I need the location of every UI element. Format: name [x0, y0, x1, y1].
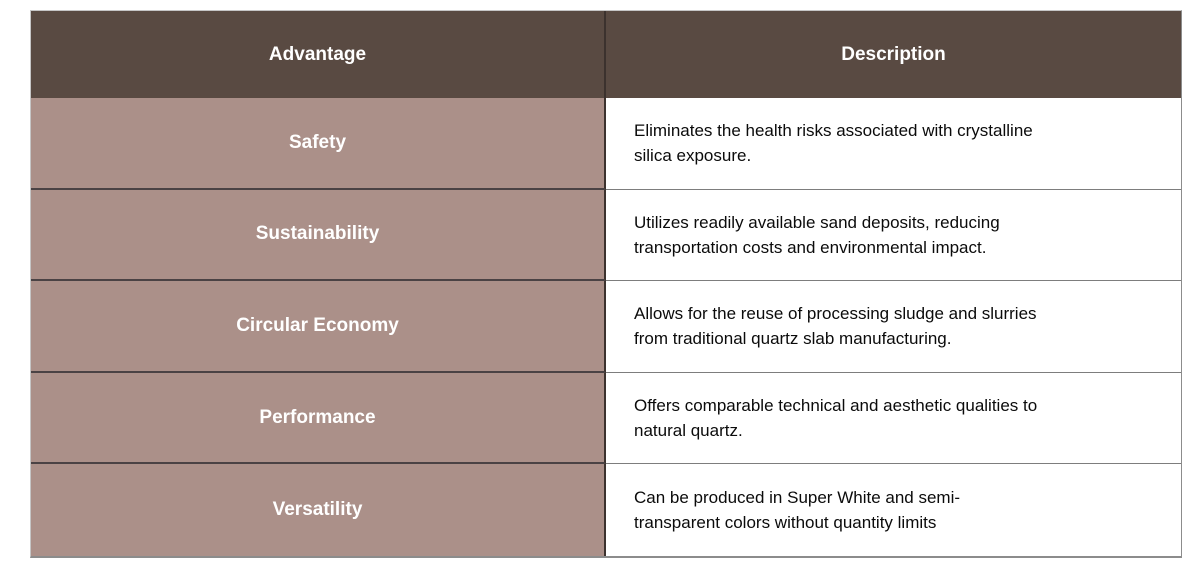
column-header-advantage: Advantage [31, 11, 606, 98]
table-row: Versatility Can be produced in Super Whi… [31, 464, 1181, 556]
advantage-cell-circular-economy: Circular Economy [31, 281, 606, 373]
advantage-cell-performance: Performance [31, 372, 606, 465]
table-row: Circular Economy Allows for the reuse of… [31, 281, 1181, 373]
advantage-cell-versatility: Versatility [31, 464, 606, 556]
description-cell-versatility: Can be produced in Super White and semi-… [606, 464, 1181, 556]
advantages-table: Advantage Description Safety Eliminates … [30, 10, 1182, 558]
description-cell-safety: Eliminates the health risks associated w… [606, 98, 1181, 190]
table-row: Sustainability Utilizes readily availabl… [31, 189, 1181, 282]
description-cell-circular-economy: Allows for the reuse of processing sludg… [606, 281, 1181, 373]
advantage-cell-safety: Safety [31, 98, 606, 190]
column-header-description: Description [606, 11, 1181, 98]
description-cell-performance: Offers comparable technical and aestheti… [606, 372, 1181, 465]
table-header-row: Advantage Description [31, 11, 1181, 98]
advantage-cell-sustainability: Sustainability [31, 189, 606, 282]
table-row: Performance Offers comparable technical … [31, 372, 1181, 465]
description-cell-sustainability: Utilizes readily available sand deposits… [606, 189, 1181, 282]
table-row: Safety Eliminates the health risks assoc… [31, 98, 1181, 190]
